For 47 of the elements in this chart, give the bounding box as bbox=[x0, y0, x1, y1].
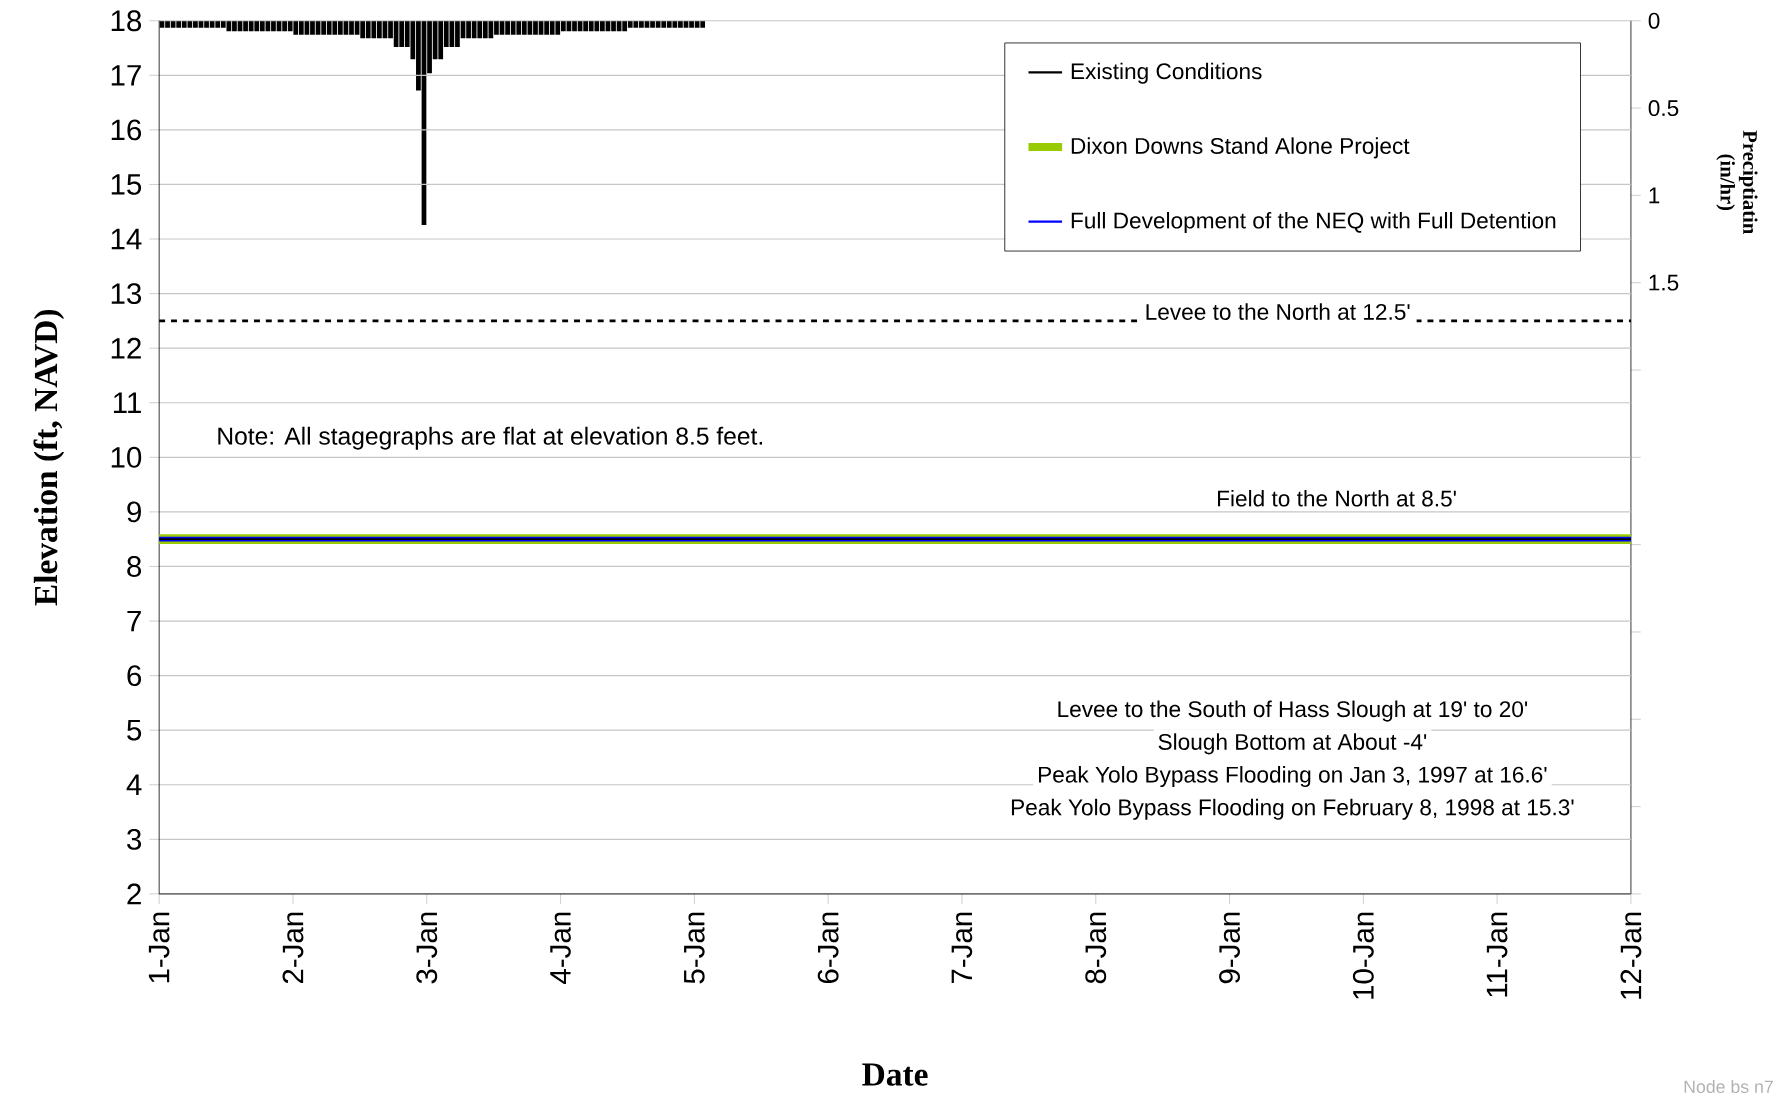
y2-tick-label: 0 bbox=[1648, 12, 1660, 29]
y-tick-label: 10 bbox=[111, 446, 142, 468]
y-axis-title: Elevation (ft, NAVD) bbox=[33, 309, 65, 606]
x-tick-label: 1-Jan bbox=[148, 912, 170, 983]
annotation: Peak Yolo Bypass Flooding on Jan 3, 1997 at 16.6' bbox=[1038, 765, 1547, 787]
x-tick-label: 7-Jan bbox=[951, 912, 973, 983]
x-tick-label: 9-Jan bbox=[1219, 912, 1240, 984]
y-tick-label: 7 bbox=[127, 610, 141, 632]
ref-line-label: Levee to the North at 12.5' bbox=[1146, 303, 1410, 320]
x-tick-label: 10-Jan bbox=[1352, 912, 1374, 999]
annotation: Levee to the South of Hass Slough at 19' to 20' bbox=[1058, 700, 1528, 722]
y-tick-label: 15 bbox=[111, 173, 142, 195]
annotation: Slough Bottom at About -4' bbox=[1158, 733, 1427, 755]
y-tick-label: 18 bbox=[111, 10, 142, 31]
y-tick-label: 14 bbox=[111, 228, 142, 249]
y-tick-label: 8 bbox=[127, 555, 142, 577]
y-tick-label: 6 bbox=[127, 664, 142, 686]
y-tick-label: 17 bbox=[111, 64, 141, 86]
x-tick-label: 2-Jan bbox=[282, 912, 304, 983]
y-tick-label: 5 bbox=[127, 719, 142, 741]
y-tick-label: 13 bbox=[111, 282, 142, 304]
y2-tick-label: 1.5 bbox=[1649, 274, 1679, 291]
x-tick-label: 6-Jan bbox=[817, 912, 839, 983]
y-tick-label: 16 bbox=[111, 119, 142, 141]
x-axis-title: Date bbox=[862, 1063, 928, 1086]
annotation: Peak Yolo Bypass Flooding on February 8, 1998 at 15.3' bbox=[1011, 798, 1574, 820]
y-tick-label: 4 bbox=[126, 774, 142, 795]
legend-label: Full Development of the NEQ with Full Detention bbox=[1071, 211, 1556, 233]
y2-tick-label: 1 bbox=[1649, 187, 1660, 203]
x-tick-label: 8-Jan bbox=[1085, 912, 1107, 984]
y-tick-label: 2 bbox=[127, 883, 141, 905]
legend-label: Dixon Downs Stand Alone Project bbox=[1071, 137, 1410, 159]
x-tick-label: 4-Jan bbox=[550, 912, 571, 984]
legend-label: Existing Conditions bbox=[1071, 62, 1262, 84]
x-tick-label: 12-Jan bbox=[1620, 912, 1642, 999]
y2-axis-title: Preciptiatin (in/hr) bbox=[1716, 130, 1758, 234]
annotation: Note: All stagegraphs are flat at elevation 8.5 feet. bbox=[218, 426, 762, 450]
text: Node bs n7 bbox=[1684, 1079, 1773, 1093]
y-tick-label: 9 bbox=[127, 501, 141, 523]
x-tick-label: 11-Jan bbox=[1486, 912, 1508, 997]
y-tick-label: 11 bbox=[113, 392, 141, 413]
x-tick-label: 3-Jan bbox=[416, 912, 438, 984]
x-tick-label: 5-Jan bbox=[684, 912, 705, 984]
annotation: Field to the North at 8.5' bbox=[1218, 489, 1456, 507]
y2-tick-label: 0.5 bbox=[1648, 99, 1679, 116]
y-tick-label: 12 bbox=[111, 337, 141, 359]
y-tick-label: 3 bbox=[127, 828, 142, 850]
